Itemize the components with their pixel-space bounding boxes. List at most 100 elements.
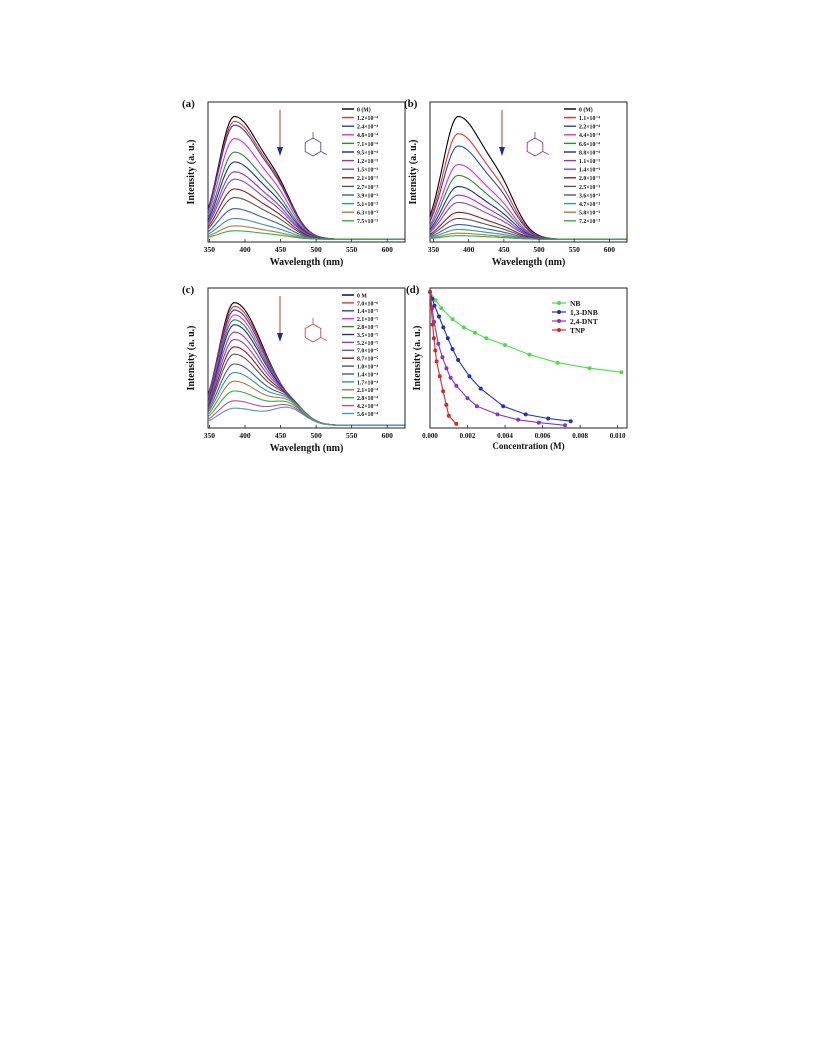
series-line-1-3-dnb bbox=[429, 291, 571, 422]
x-tick-label: 0.008 bbox=[572, 432, 588, 440]
data-point bbox=[473, 330, 477, 335]
data-point bbox=[501, 404, 506, 409]
x-tick-label: 600 bbox=[382, 431, 394, 440]
legend-label: 1.0×10⁻⁴ bbox=[357, 365, 378, 371]
x-tick-label: 550 bbox=[346, 245, 358, 254]
data-point bbox=[440, 355, 445, 360]
x-tick-label: 0.010 bbox=[610, 432, 626, 440]
data-point bbox=[429, 306, 434, 311]
data-point bbox=[587, 366, 592, 371]
legend-label: 5.6×10⁻⁴ bbox=[357, 412, 378, 418]
legend-label: 4.2×10⁻⁴ bbox=[357, 404, 378, 410]
x-axis-label: Wavelength (nm) bbox=[270, 443, 344, 454]
x-tick-label: 0.006 bbox=[535, 432, 551, 440]
quench-arrow-head bbox=[277, 333, 283, 342]
legend-label: 5.8×10⁻³ bbox=[579, 211, 600, 217]
legend-label: 1.4×10⁻⁵ bbox=[357, 309, 378, 315]
x-tick-label: 450 bbox=[498, 245, 510, 254]
data-point bbox=[478, 386, 483, 391]
data-point bbox=[568, 419, 573, 424]
x-tick-label: 500 bbox=[310, 431, 322, 440]
legend-label: 0 (M) bbox=[579, 106, 593, 113]
x-tick-label: 450 bbox=[275, 431, 287, 440]
legend-label: 6.6×10⁻⁴ bbox=[579, 142, 600, 148]
molecule-structure-icon bbox=[526, 137, 544, 157]
legend-label: 1.4×10⁻³ bbox=[579, 168, 600, 174]
x-axis-label: Concentration (M) bbox=[492, 441, 564, 451]
legend-label: 2.5×10⁻³ bbox=[579, 185, 600, 191]
molecule-structure-icon bbox=[304, 323, 322, 343]
x-tick-label: 400 bbox=[463, 245, 475, 254]
data-point bbox=[523, 412, 528, 417]
data-point bbox=[436, 341, 441, 346]
x-tick-label: 350 bbox=[204, 245, 216, 254]
data-point bbox=[431, 336, 436, 341]
plot-frame bbox=[207, 287, 406, 429]
legend-label: 3.9×10⁻³ bbox=[357, 193, 378, 199]
legend-label: 0 M bbox=[357, 293, 367, 299]
legend-label: 2.4×10⁻⁴ bbox=[357, 125, 378, 131]
plot-frame bbox=[429, 287, 628, 429]
data-point bbox=[432, 303, 437, 308]
plot-frame bbox=[207, 101, 406, 243]
data-point bbox=[437, 314, 441, 319]
x-tick-label: 550 bbox=[569, 245, 581, 254]
x-tick-label: 400 bbox=[239, 431, 251, 440]
x-axis-label: Wavelength (nm) bbox=[492, 257, 566, 268]
data-point bbox=[450, 347, 455, 352]
molecule-bond bbox=[320, 337, 328, 341]
data-point bbox=[465, 396, 470, 401]
legend-label: 2.1×10⁻⁵ bbox=[357, 317, 378, 323]
spectrum-line bbox=[207, 406, 405, 426]
legend-label: 7.2×10⁻³ bbox=[579, 219, 600, 225]
series-line-2-4-dnt bbox=[429, 291, 566, 426]
panel-label: (b) bbox=[404, 98, 418, 110]
data-point bbox=[434, 359, 439, 364]
x-tick-label: 550 bbox=[346, 431, 358, 440]
y-axis-label: Intensity (a. u.) bbox=[412, 325, 423, 390]
legend-label: 7.0×10⁻⁶ bbox=[357, 301, 378, 307]
data-point bbox=[456, 358, 461, 362]
legend-label: 2.7×10⁻³ bbox=[357, 185, 378, 191]
data-point bbox=[448, 375, 453, 380]
data-point bbox=[444, 402, 449, 407]
legend-marker bbox=[557, 319, 561, 323]
legend-label: 2.2×10⁻⁴ bbox=[579, 125, 600, 131]
data-point bbox=[437, 374, 442, 379]
x-axis-label: Wavelength (nm) bbox=[270, 257, 344, 268]
data-point bbox=[619, 370, 624, 375]
quench-arrow-head bbox=[499, 147, 505, 156]
data-point bbox=[503, 343, 507, 347]
data-point bbox=[495, 412, 500, 417]
data-point bbox=[516, 417, 521, 422]
molecule-bond bbox=[320, 151, 328, 155]
data-point bbox=[441, 389, 446, 394]
legend-marker bbox=[557, 301, 561, 305]
spectrum-line bbox=[429, 235, 627, 240]
data-point bbox=[484, 336, 489, 341]
legend-label: 1.2×10⁻⁴ bbox=[357, 116, 378, 122]
panel-label: (d) bbox=[406, 284, 420, 296]
plot-frame bbox=[429, 101, 628, 243]
data-point bbox=[450, 317, 455, 322]
molecule-structure-icon bbox=[304, 137, 322, 157]
legend-label: 3.6×10⁻³ bbox=[579, 193, 600, 199]
data-point bbox=[441, 325, 446, 330]
spectrum-line bbox=[207, 230, 405, 240]
legend-label: 2.1×10⁻³ bbox=[357, 176, 378, 182]
panel-a: 350 400 450 500 550 600 Wavelength (nm) Intensi… bbox=[182, 98, 406, 268]
legend-label: 5.2×10⁻⁵ bbox=[357, 341, 378, 347]
legend-label: 4.4×10⁻⁴ bbox=[579, 133, 600, 139]
legend-label: 0 (M) bbox=[357, 106, 371, 113]
figure: 350 400 450 500 550 600 Wavelength (nm) Intensi… bbox=[180, 92, 630, 457]
panel-label: (c) bbox=[182, 284, 195, 296]
data-point bbox=[563, 423, 568, 428]
legend-label: 9.5×10⁻⁴ bbox=[357, 150, 378, 156]
x-tick-label: 0.002 bbox=[460, 432, 476, 440]
x-tick-label: 500 bbox=[533, 245, 545, 254]
legend-label: 7.5×10⁻³ bbox=[357, 219, 378, 225]
legend-label: 1.2×10⁻³ bbox=[357, 159, 378, 165]
data-point bbox=[439, 306, 444, 311]
data-point bbox=[444, 366, 449, 371]
